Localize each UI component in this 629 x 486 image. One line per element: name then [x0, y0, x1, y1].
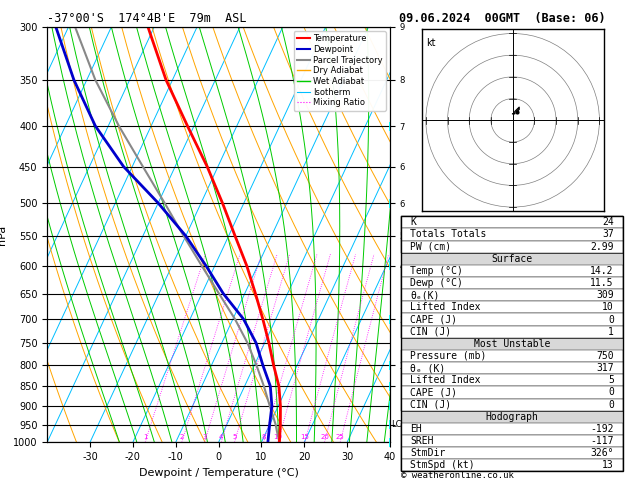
Bar: [401, 228, 623, 241]
Bar: [401, 241, 623, 253]
Bar: [401, 277, 623, 289]
Bar: [401, 216, 623, 228]
Text: |: |: [389, 199, 391, 208]
Legend: Temperature, Dewpoint, Parcel Trajectory, Dry Adiabat, Wet Adiabat, Isotherm, Mi: Temperature, Dewpoint, Parcel Trajectory…: [294, 31, 386, 110]
Text: 317: 317: [596, 363, 614, 373]
Text: 13: 13: [602, 460, 614, 470]
Bar: [401, 374, 623, 386]
Text: 1: 1: [608, 327, 614, 337]
Bar: [401, 301, 623, 313]
Text: 25: 25: [336, 434, 345, 440]
Text: K: K: [410, 217, 416, 227]
Bar: [401, 289, 623, 301]
Text: -37°00'S  174°4B'E  79m  ASL: -37°00'S 174°4B'E 79m ASL: [47, 12, 247, 25]
Text: CAPE (J): CAPE (J): [410, 387, 457, 398]
Text: 1: 1: [143, 434, 147, 440]
Text: 24: 24: [602, 217, 614, 227]
Text: 37: 37: [602, 229, 614, 240]
Text: 8: 8: [262, 434, 266, 440]
Text: 5: 5: [608, 375, 614, 385]
Bar: [401, 447, 623, 459]
Bar: [401, 362, 623, 374]
Bar: [401, 411, 623, 423]
Text: 3: 3: [203, 434, 207, 440]
Text: |: |: [389, 261, 391, 270]
Bar: [401, 399, 623, 411]
Text: 5: 5: [232, 434, 237, 440]
Text: Surface: Surface: [491, 254, 533, 264]
Text: Temp (°C): Temp (°C): [410, 266, 463, 276]
Text: Most Unstable: Most Unstable: [474, 339, 550, 349]
Text: 09.06.2024  00GMT  (Base: 06): 09.06.2024 00GMT (Base: 06): [399, 12, 606, 25]
Text: 11.5: 11.5: [591, 278, 614, 288]
Text: 4: 4: [219, 434, 223, 440]
Text: 309: 309: [596, 290, 614, 300]
Text: © weatheronline.co.uk: © weatheronline.co.uk: [401, 471, 514, 480]
Text: 20: 20: [320, 434, 329, 440]
Text: 0: 0: [608, 314, 614, 325]
Text: 2: 2: [180, 434, 184, 440]
Bar: [401, 338, 623, 350]
Text: 2.99: 2.99: [591, 242, 614, 252]
Text: |: |: [389, 438, 391, 447]
Y-axis label: hPa: hPa: [0, 225, 8, 244]
Text: StmSpd (kt): StmSpd (kt): [410, 460, 475, 470]
Text: |: |: [389, 314, 391, 324]
Text: 750: 750: [596, 351, 614, 361]
Text: 10: 10: [602, 302, 614, 312]
X-axis label: Dewpoint / Temperature (°C): Dewpoint / Temperature (°C): [138, 468, 299, 478]
Bar: [401, 423, 623, 435]
Text: CIN (J): CIN (J): [410, 327, 451, 337]
Bar: [401, 350, 623, 362]
Text: EH: EH: [410, 424, 422, 434]
Text: Dewp (°C): Dewp (°C): [410, 278, 463, 288]
Bar: [401, 326, 623, 338]
Text: PW (cm): PW (cm): [410, 242, 451, 252]
Bar: [401, 459, 623, 471]
Bar: [401, 265, 623, 277]
Text: Pressure (mb): Pressure (mb): [410, 351, 487, 361]
Y-axis label: km
ASL: km ASL: [418, 226, 439, 243]
Text: |: |: [389, 382, 391, 391]
Text: 326°: 326°: [591, 448, 614, 458]
Text: θₑ(K): θₑ(K): [410, 290, 440, 300]
Text: 15: 15: [301, 434, 309, 440]
Text: |: |: [389, 122, 391, 131]
Text: Mixing Ratio (g/kg): Mixing Ratio (g/kg): [416, 257, 425, 337]
Text: |: |: [389, 401, 391, 410]
Text: kt: kt: [426, 38, 435, 48]
Text: Totals Totals: Totals Totals: [410, 229, 487, 240]
Text: SREH: SREH: [410, 436, 433, 446]
Text: CIN (J): CIN (J): [410, 399, 451, 410]
Text: |: |: [389, 361, 391, 370]
Text: |: |: [389, 420, 391, 429]
Text: Lifted Index: Lifted Index: [410, 375, 481, 385]
Text: θₑ (K): θₑ (K): [410, 363, 445, 373]
Text: StmDir: StmDir: [410, 448, 445, 458]
Text: Hodograph: Hodograph: [486, 412, 538, 422]
Bar: [401, 313, 623, 326]
Bar: [401, 253, 623, 265]
Text: 0: 0: [608, 387, 614, 398]
Text: LCL: LCL: [391, 420, 406, 429]
Text: 0: 0: [608, 399, 614, 410]
Text: -117: -117: [591, 436, 614, 446]
Text: -192: -192: [591, 424, 614, 434]
Text: 10: 10: [274, 434, 282, 440]
Text: Lifted Index: Lifted Index: [410, 302, 481, 312]
Bar: [401, 386, 623, 399]
Bar: [401, 435, 623, 447]
Text: 14.2: 14.2: [591, 266, 614, 276]
Text: CAPE (J): CAPE (J): [410, 314, 457, 325]
